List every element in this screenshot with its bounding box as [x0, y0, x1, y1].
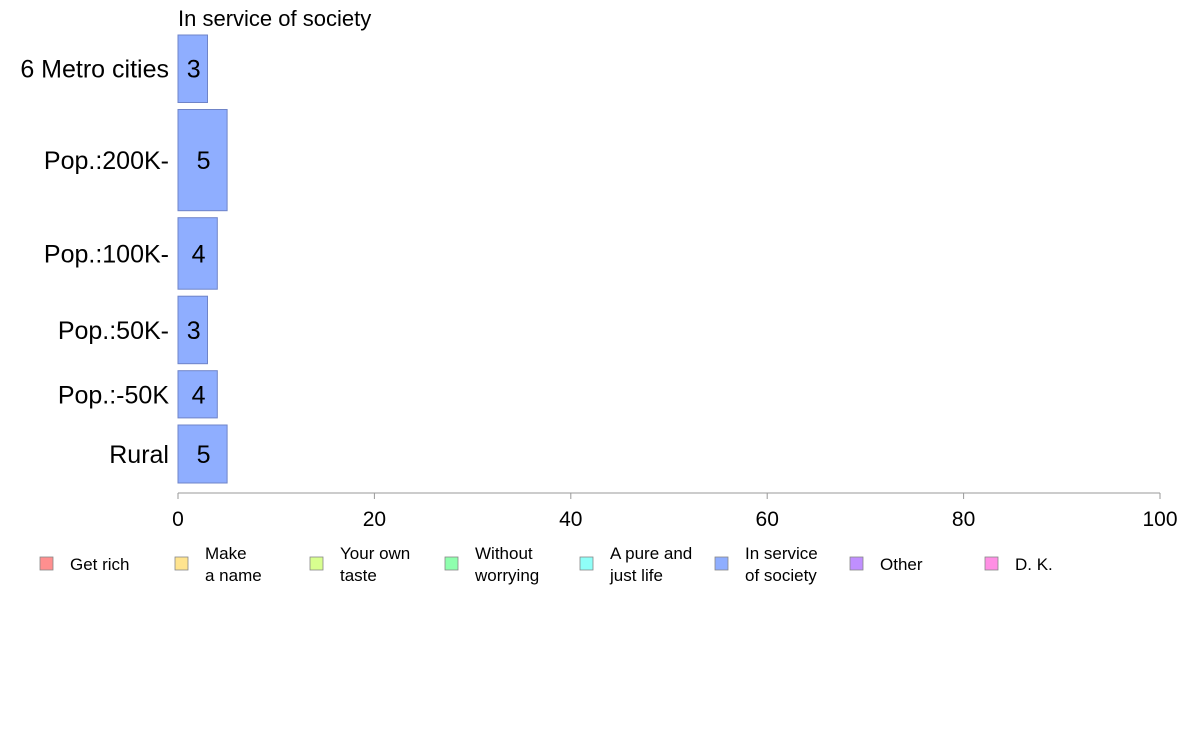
bar-label-6-metro-cities: 3: [187, 56, 201, 84]
legend-label: Other: [880, 555, 923, 574]
x-tick-label-20: 20: [363, 508, 386, 531]
legend-swatch: [39, 556, 54, 571]
legend-item-without-worrying: Without worrying: [444, 544, 539, 585]
legend-label-line-1: In service: [745, 544, 818, 563]
legend-swatch: [984, 556, 999, 571]
legend-item-a-pure-and-just-life: A pure and just life: [579, 544, 692, 585]
legend-label: Get rich: [70, 555, 130, 574]
bar-pop-50k: [177, 370, 218, 419]
bar-6-metro-cities: [177, 34, 208, 103]
x-tick-label-0: 0: [172, 508, 184, 531]
category-label-pop-50k: Pop.:50K-: [58, 317, 169, 345]
bar-rural: [177, 424, 228, 484]
bar-pop-200k: [177, 109, 228, 212]
bar-label-pop-50k: 4: [192, 381, 206, 409]
legend-label-line-2: taste: [340, 566, 377, 585]
bar-pop-50k: [177, 295, 208, 365]
legend-swatch: [579, 556, 594, 571]
legend-item-your-own-taste: Your own taste: [309, 544, 410, 585]
legend-item-d-k: D. K.: [984, 555, 1053, 574]
bar-pop-100k: [177, 217, 218, 290]
bar-label-pop-100k: 4: [192, 241, 206, 269]
bar-label-pop-200k: 5: [197, 147, 211, 175]
legend-item-other: Other: [849, 555, 923, 574]
bar-label-pop-50k: 3: [187, 317, 201, 345]
legend-swatch: [174, 556, 189, 571]
legend-item-get-rich: Get rich: [39, 555, 130, 574]
legend-label-line-2: a name: [205, 566, 262, 585]
x-tick-label-60: 60: [756, 508, 779, 531]
legend-label: D. K.: [1015, 555, 1053, 574]
legend-label-line-2: of society: [745, 566, 817, 585]
legend-label-line-2: just life: [609, 566, 663, 585]
legend-swatch: [849, 556, 864, 571]
legend-label-line-1: Your own: [340, 544, 410, 563]
category-label-pop-50k: Pop.:-50K: [58, 381, 170, 409]
legend-label-line-1: A pure and: [610, 544, 692, 563]
legend-label-line-1: Without: [475, 544, 533, 563]
legend-swatch: [714, 556, 729, 571]
x-tick-label-40: 40: [559, 508, 582, 531]
x-axis: 0 20 40 60 80 100: [172, 492, 1178, 531]
legend-swatch: [444, 556, 459, 571]
legend-label-line-2: worrying: [474, 566, 539, 585]
legend-label-line-1: Make: [205, 544, 247, 563]
bar-label-rural: 5: [197, 441, 211, 469]
x-tick-label-80: 80: [952, 508, 975, 531]
x-tick-label-100: 100: [1142, 508, 1177, 531]
category-label-pop-200k: Pop.:200K-: [44, 147, 169, 175]
legend-item-in-service-of-society: In service of society: [714, 544, 818, 585]
category-label-rural: Rural: [109, 441, 169, 469]
legend: Get rich Make a name Your own taste Without wo…: [39, 544, 1053, 585]
category-label-6-metro-cities: 6 Metro cities: [20, 56, 169, 84]
legend-swatch: [309, 556, 324, 571]
category-labels: 6 Metro cities Pop.:200K- Pop.:100K- Pop.:5…: [20, 56, 169, 469]
legend-item-make-a-name: Make a name: [174, 544, 262, 585]
category-label-pop-100k: Pop.:100K-: [44, 241, 169, 269]
bars-group: 3 5 4 3 4 5: [177, 34, 228, 484]
chart-title: In service of society: [178, 6, 371, 31]
